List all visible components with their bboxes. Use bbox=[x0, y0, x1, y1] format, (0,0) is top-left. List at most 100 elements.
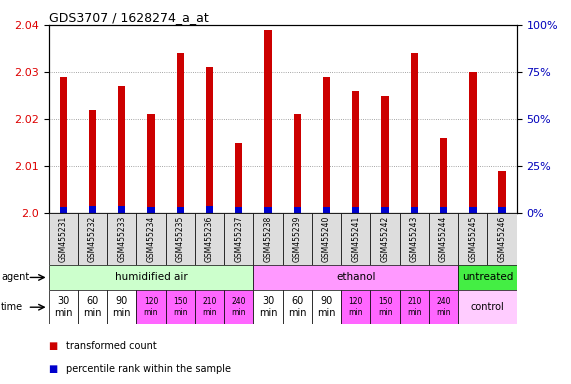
Bar bbox=[147, 207, 155, 213]
Bar bbox=[341, 213, 371, 265]
Text: 210
min: 210 min bbox=[202, 298, 217, 317]
Bar bbox=[166, 213, 195, 265]
Bar bbox=[498, 171, 506, 213]
Text: ■: ■ bbox=[49, 364, 58, 374]
Bar bbox=[352, 207, 360, 213]
Text: GSM455233: GSM455233 bbox=[117, 216, 126, 262]
Bar bbox=[136, 290, 166, 324]
Text: GSM455235: GSM455235 bbox=[176, 216, 185, 262]
Bar bbox=[166, 290, 195, 324]
Bar bbox=[107, 290, 136, 324]
Bar bbox=[49, 213, 78, 265]
Bar bbox=[195, 213, 224, 265]
Bar bbox=[118, 205, 126, 213]
Bar bbox=[498, 207, 506, 213]
Text: agent: agent bbox=[1, 272, 29, 283]
Bar bbox=[206, 205, 213, 213]
Bar bbox=[400, 290, 429, 324]
Bar bbox=[371, 290, 400, 324]
Text: GSM455238: GSM455238 bbox=[263, 216, 272, 262]
Text: GSM455241: GSM455241 bbox=[351, 216, 360, 262]
Bar bbox=[458, 290, 517, 324]
Bar bbox=[469, 207, 477, 213]
Bar bbox=[78, 213, 107, 265]
Text: 60
min: 60 min bbox=[288, 296, 307, 318]
Text: 240
min: 240 min bbox=[231, 298, 246, 317]
Text: percentile rank within the sample: percentile rank within the sample bbox=[66, 364, 231, 374]
Text: 90
min: 90 min bbox=[112, 296, 131, 318]
Text: 210
min: 210 min bbox=[407, 298, 421, 317]
Bar bbox=[312, 213, 341, 265]
Bar bbox=[107, 213, 136, 265]
Text: ■: ■ bbox=[49, 341, 58, 351]
Bar bbox=[312, 290, 341, 324]
Bar bbox=[264, 207, 272, 213]
Bar bbox=[224, 213, 254, 265]
Bar bbox=[458, 213, 488, 265]
Text: GSM455244: GSM455244 bbox=[439, 216, 448, 262]
Bar bbox=[293, 207, 301, 213]
Bar bbox=[235, 207, 243, 213]
Text: 30
min: 30 min bbox=[259, 296, 278, 318]
Text: 150
min: 150 min bbox=[173, 298, 187, 317]
Text: 150
min: 150 min bbox=[378, 298, 392, 317]
Text: 30
min: 30 min bbox=[54, 296, 73, 318]
Bar bbox=[283, 290, 312, 324]
Bar bbox=[59, 77, 67, 213]
Bar bbox=[440, 207, 447, 213]
Text: GSM455242: GSM455242 bbox=[380, 216, 389, 262]
Bar bbox=[59, 207, 67, 213]
Bar bbox=[118, 86, 126, 213]
Bar bbox=[371, 213, 400, 265]
Text: transformed count: transformed count bbox=[66, 341, 156, 351]
Bar bbox=[381, 207, 389, 213]
Bar bbox=[323, 207, 330, 213]
Text: GSM455237: GSM455237 bbox=[234, 216, 243, 262]
Text: 240
min: 240 min bbox=[436, 298, 451, 317]
Bar bbox=[195, 290, 224, 324]
Bar bbox=[381, 96, 389, 213]
Bar bbox=[429, 213, 458, 265]
Bar bbox=[400, 213, 429, 265]
Bar bbox=[147, 114, 155, 213]
Text: 120
min: 120 min bbox=[144, 298, 158, 317]
Bar bbox=[89, 205, 96, 213]
Bar bbox=[488, 213, 517, 265]
Text: ethanol: ethanol bbox=[336, 272, 376, 283]
Bar bbox=[469, 72, 477, 213]
Bar bbox=[176, 53, 184, 213]
Bar bbox=[254, 265, 458, 290]
Bar bbox=[89, 110, 96, 213]
Bar bbox=[352, 91, 360, 213]
Text: humidified air: humidified air bbox=[115, 272, 187, 283]
Bar bbox=[49, 290, 78, 324]
Text: GSM455246: GSM455246 bbox=[497, 216, 506, 262]
Text: GSM455232: GSM455232 bbox=[88, 216, 97, 262]
Text: control: control bbox=[471, 302, 504, 312]
Bar bbox=[293, 114, 301, 213]
Text: GSM455243: GSM455243 bbox=[410, 216, 419, 262]
Text: GSM455240: GSM455240 bbox=[322, 216, 331, 262]
Bar bbox=[176, 207, 184, 213]
Text: GSM455236: GSM455236 bbox=[205, 216, 214, 262]
Bar bbox=[440, 138, 447, 213]
Bar bbox=[235, 142, 243, 213]
Text: 120
min: 120 min bbox=[348, 298, 363, 317]
Text: GSM455245: GSM455245 bbox=[468, 216, 477, 262]
Bar bbox=[49, 265, 254, 290]
Bar bbox=[411, 53, 418, 213]
Bar bbox=[136, 213, 166, 265]
Text: 90
min: 90 min bbox=[317, 296, 336, 318]
Bar bbox=[264, 30, 272, 213]
Text: untreated: untreated bbox=[462, 272, 513, 283]
Bar bbox=[224, 290, 254, 324]
Bar bbox=[254, 213, 283, 265]
Bar bbox=[341, 290, 371, 324]
Text: GDS3707 / 1628274_a_at: GDS3707 / 1628274_a_at bbox=[49, 11, 208, 24]
Text: time: time bbox=[1, 302, 23, 312]
Text: GSM455234: GSM455234 bbox=[146, 216, 155, 262]
Text: GSM455231: GSM455231 bbox=[59, 216, 68, 262]
Bar bbox=[283, 213, 312, 265]
Bar bbox=[254, 290, 283, 324]
Text: 60
min: 60 min bbox=[83, 296, 102, 318]
